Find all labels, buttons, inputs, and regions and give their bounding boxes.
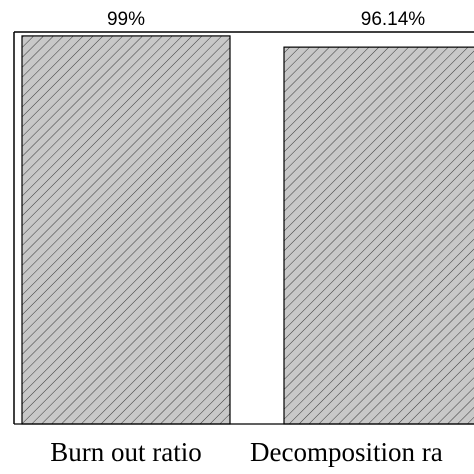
value-label: 99% (107, 9, 145, 30)
x-tick-label: Decomposition ra (250, 437, 443, 467)
value-label: 96.14% (361, 9, 426, 30)
bar (21, 35, 231, 425)
bar (283, 46, 474, 425)
x-tick-label: Burn out ratio (50, 437, 201, 467)
